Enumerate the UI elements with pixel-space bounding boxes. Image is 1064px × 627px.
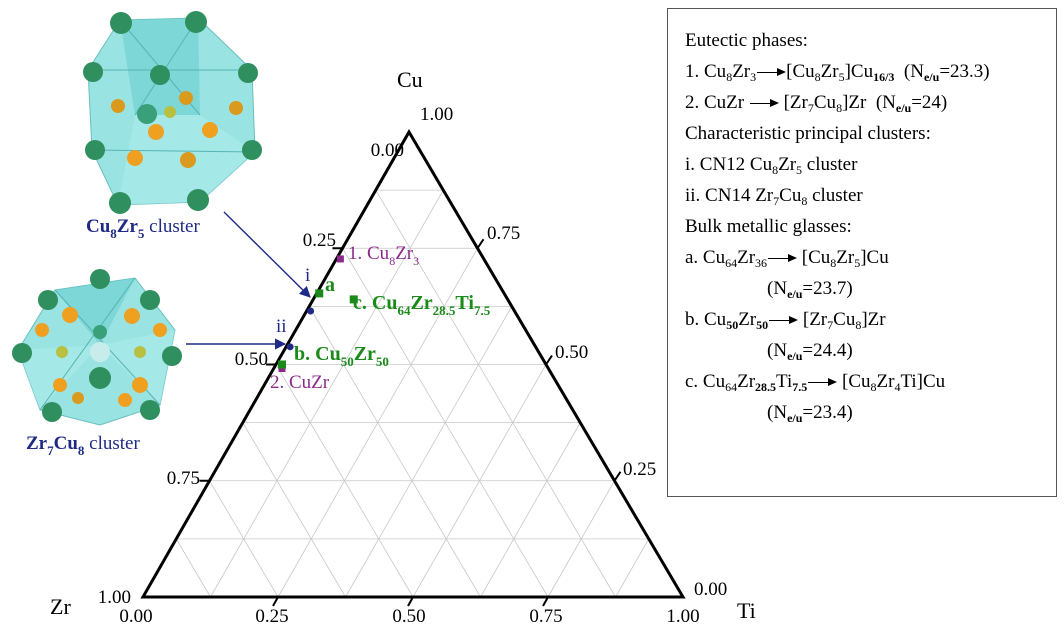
tick-left-0: 1.00 [98, 587, 131, 608]
gridline-ti [345, 306, 513, 598]
arrow-right-icon [807, 377, 838, 387]
cu8zr5-cluster-image [83, 11, 262, 214]
tick-mark-bottom [407, 596, 414, 607]
tick-mark-right [613, 471, 622, 482]
legend-eutectic-1: 1. Cu8Zr3 [Cu8Zr5]Cu16/3 (Ne/u=23.3) [685, 61, 990, 84]
marker-cluster-ii [286, 343, 294, 351]
arrow-right-icon [768, 315, 799, 325]
ternary-grid [175, 189, 650, 598]
tick-right-2: 0.50 [555, 342, 588, 363]
arrow-right-icon [767, 253, 798, 263]
tick-right-4: 1.00 [420, 104, 453, 125]
label-eutectic-1: 1. Cu8Zr3 [348, 243, 419, 268]
vertex-label-cu: Cu [397, 67, 423, 92]
gridline-ti [412, 364, 547, 598]
legend-bmg-title: Bulk metallic glasses: [685, 216, 852, 237]
tick-left-2: 0.50 [235, 349, 268, 370]
tick-bottom-3: 0.75 [529, 606, 562, 627]
tick-bottom-2: 0.50 [392, 606, 425, 627]
marker-cluster-i [307, 307, 315, 315]
label-eutectic-2: 2. CuZr [270, 372, 330, 393]
zr7cu8-cluster-label: Zr7Cu8 cluster [26, 433, 140, 458]
tick-left-1: 0.75 [167, 468, 200, 489]
legend-eutectic-2: 2. CuZr [Zr7Cu8]Zr (Ne/u=24) [685, 92, 948, 115]
tick-mark-bottom [542, 596, 549, 607]
gridline-zr [275, 364, 414, 598]
tick-bottom-0: 0.00 [119, 606, 152, 627]
gridline-ti [480, 422, 581, 598]
gridline-ti [210, 189, 444, 598]
gridline-zr [242, 422, 346, 598]
composition-markers [278, 255, 358, 372]
legend-bmg-c-neu: (Ne/u=23.4) [767, 402, 853, 425]
legend-bmg-a-neu: (Ne/u=23.7) [767, 278, 853, 301]
tick-left-4: 0.00 [371, 140, 404, 161]
gridline-zr [209, 480, 279, 598]
vertex-label-ti: Ti [737, 598, 756, 623]
label-bmg-a: a [325, 274, 335, 296]
zr7cu8-cluster-image [12, 269, 182, 426]
legend-bmg-c: c. Cu64Zr28.5Ti7.5 [Cu8Zr4Ti]Cu [685, 371, 946, 394]
legend-cluster-ii: ii. CN14 Zr7Cu8 cluster [685, 185, 863, 208]
label-bmg-b: b. Cu50Zr50 [294, 343, 389, 369]
gridline-zr [308, 306, 481, 598]
legend-box: Eutectic phases: 1. Cu8Zr3 [Cu8Zr5]Cu16/3… [667, 8, 1057, 497]
legend-bmg-b-neu: (Ne/u=24.4) [767, 340, 853, 363]
vertex-label-zr: Zr [50, 594, 71, 619]
arrow-cluster-i [223, 211, 311, 298]
legend-cluster-i: i. CN12 Cu8Zr5 cluster [685, 154, 858, 177]
tick-marks [199, 238, 622, 607]
gridline-zr [375, 189, 616, 598]
label-cluster-ii: ii [276, 316, 287, 337]
legend-clusters-title: Characteristic principal clusters: [685, 123, 931, 144]
tick-right-3: 0.75 [487, 223, 520, 244]
tick-mark-bottom [272, 596, 279, 607]
gridline-ti [547, 480, 615, 598]
tick-right-0: 0.00 [694, 579, 727, 600]
cu8zr5-cluster-label: Cu8Zr5 cluster [86, 216, 200, 241]
label-cluster-i: i [305, 265, 310, 286]
gridline-ti [615, 538, 650, 598]
tick-bottom-1: 0.25 [255, 606, 288, 627]
marker-pb [278, 360, 286, 369]
legend-bmg-a: a. Cu64Zr36 [Cu8Zr5]Cu [685, 247, 889, 270]
tick-bottom-4: 1.00 [666, 606, 699, 627]
tick-mark-right [476, 238, 485, 249]
legend-bmg-b: b. Cu50Zr50 [Zr7Cu8]Zr [685, 309, 886, 332]
legend-eutectic-title: Eutectic phases: [685, 30, 808, 51]
arrow-right-icon [749, 98, 779, 108]
tick-right-1: 0.25 [623, 459, 656, 480]
marker-pc [349, 295, 358, 304]
marker-pa [315, 289, 324, 298]
gridline-zr [175, 538, 211, 598]
label-bmg-c: c. Cu64Zr28.5Ti7.5 [353, 292, 491, 318]
tick-left-3: 0.25 [303, 230, 336, 251]
arrow-right-icon [756, 67, 787, 77]
marker-p1 [336, 255, 344, 263]
tick-mark-right [545, 354, 553, 366]
